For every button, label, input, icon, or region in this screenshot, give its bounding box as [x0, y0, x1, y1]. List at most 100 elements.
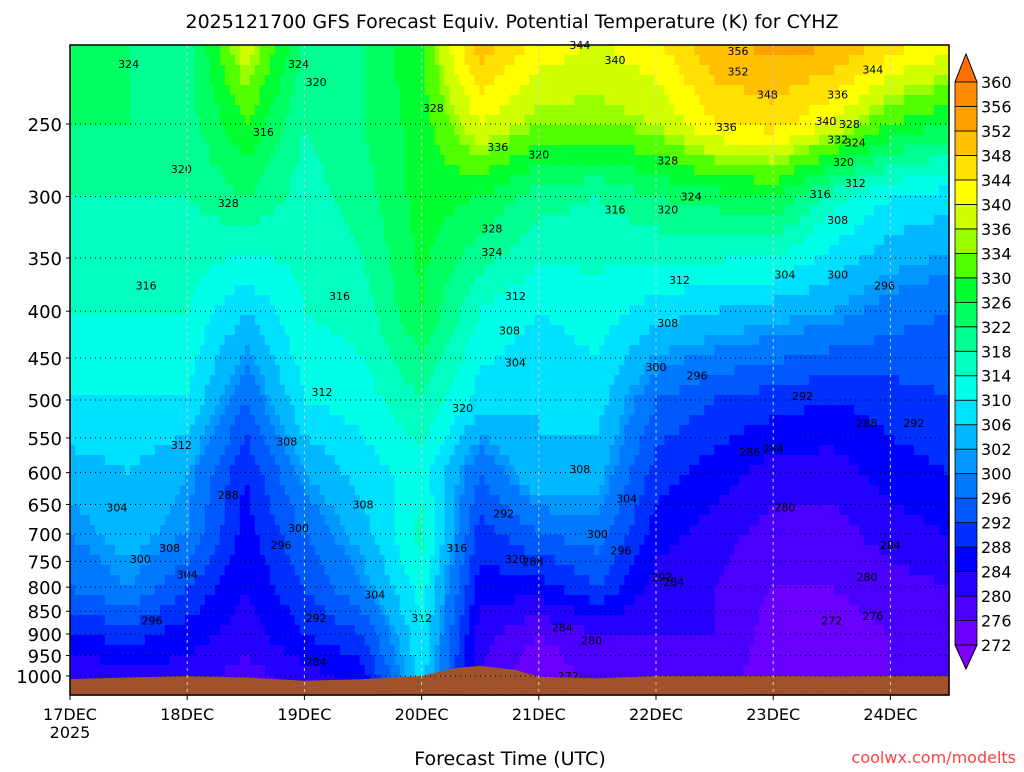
heatmap-cell — [259, 315, 266, 326]
heatmap-cell — [229, 75, 236, 86]
heatmap-cell — [129, 215, 136, 226]
heatmap-cell — [294, 535, 301, 546]
heatmap-cell — [234, 225, 241, 236]
heatmap-cell — [119, 305, 126, 316]
heatmap-cell — [389, 195, 396, 206]
heatmap-cell — [134, 585, 141, 596]
heatmap-cell — [254, 315, 261, 326]
heatmap-cell — [234, 125, 241, 136]
heatmap-cell — [434, 165, 441, 176]
heatmap-cell — [129, 635, 136, 646]
heatmap-cell — [100, 295, 106, 306]
heatmap-cell — [289, 185, 296, 196]
heatmap-cell — [424, 155, 431, 166]
heatmap-cell — [354, 665, 361, 676]
heatmap-cell — [164, 545, 171, 556]
heatmap-cell — [379, 195, 386, 206]
heatmap-cell — [394, 535, 401, 546]
heatmap-cell — [80, 275, 86, 286]
heatmap-cell — [399, 375, 406, 386]
heatmap-cell — [234, 395, 241, 406]
heatmap-cell — [179, 665, 186, 676]
heatmap-cell — [429, 85, 436, 96]
heatmap-cell — [194, 345, 201, 356]
heatmap-cell — [399, 265, 406, 276]
heatmap-cell — [309, 545, 316, 556]
heatmap-cell — [95, 505, 101, 516]
heatmap-cell — [304, 425, 311, 436]
heatmap-cell — [204, 145, 211, 156]
heatmap-cell — [334, 175, 341, 186]
heatmap-cell — [80, 55, 86, 66]
heatmap-cell — [319, 175, 326, 186]
heatmap-cell — [124, 465, 131, 476]
heatmap-cell — [234, 175, 241, 186]
heatmap-cell — [414, 425, 421, 436]
heatmap-cell — [144, 275, 151, 286]
heatmap — [70, 45, 950, 696]
heatmap-cell — [354, 405, 361, 416]
heatmap-cell — [194, 645, 201, 656]
heatmap-cell — [304, 595, 311, 606]
heatmap-cell — [114, 145, 121, 156]
heatmap-cell — [234, 375, 241, 386]
heatmap-cell — [324, 95, 331, 106]
heatmap-cell — [90, 195, 96, 206]
heatmap-cell — [144, 225, 151, 236]
heatmap-cell — [154, 465, 161, 476]
heatmap-cell — [239, 635, 246, 646]
heatmap-cell — [80, 215, 86, 226]
heatmap-cell — [199, 415, 206, 426]
heatmap-cell — [249, 665, 256, 676]
heatmap-cell — [154, 335, 161, 346]
heatmap-cell — [319, 55, 326, 66]
heatmap-cell — [159, 205, 166, 216]
heatmap-cell — [134, 175, 141, 186]
heatmap-cell — [279, 345, 286, 356]
heatmap-cell — [174, 525, 181, 536]
heatmap-cell — [214, 655, 221, 666]
heatmap-cell — [219, 135, 226, 146]
heatmap-cell — [299, 445, 306, 456]
heatmap-cell — [359, 225, 366, 236]
heatmap-cell — [124, 115, 131, 126]
heatmap-cell — [224, 405, 231, 416]
heatmap-cell — [259, 455, 266, 466]
heatmap-cell — [449, 565, 456, 576]
heatmap-cell — [414, 625, 421, 636]
heatmap-cell — [105, 115, 111, 126]
heatmap-cell — [144, 505, 151, 516]
heatmap-cell — [204, 385, 211, 396]
heatmap-cell — [139, 105, 146, 116]
heatmap-cell — [139, 535, 146, 546]
heatmap-cell — [139, 525, 146, 536]
heatmap-cell — [80, 255, 86, 266]
heatmap-cell — [110, 665, 116, 676]
heatmap-cell — [249, 485, 256, 496]
heatmap-cell — [439, 545, 446, 556]
heatmap-cell — [304, 525, 311, 536]
heatmap-cell — [149, 645, 156, 656]
heatmap-cell — [244, 525, 251, 536]
heatmap-cell — [124, 665, 131, 676]
heatmap-cell — [239, 135, 246, 146]
heatmap-cell — [264, 185, 271, 196]
heatmap-cell — [80, 355, 86, 366]
heatmap-cell — [134, 435, 141, 446]
heatmap-cell — [239, 445, 246, 456]
heatmap-cell — [404, 615, 411, 626]
heatmap-cell — [374, 305, 381, 316]
heatmap-cell — [434, 475, 441, 486]
heatmap-cell — [394, 205, 401, 216]
heatmap-cell — [129, 55, 136, 66]
heatmap-cell — [434, 645, 441, 656]
heatmap-cell — [124, 395, 131, 406]
heatmap-cell — [304, 265, 311, 276]
heatmap-cell — [324, 415, 331, 426]
heatmap-cell — [359, 425, 366, 436]
heatmap-cell — [334, 635, 341, 646]
heatmap-cell — [269, 545, 276, 556]
heatmap-cell — [299, 75, 306, 86]
heatmap-cell — [314, 475, 321, 486]
heatmap-cell — [304, 135, 311, 146]
